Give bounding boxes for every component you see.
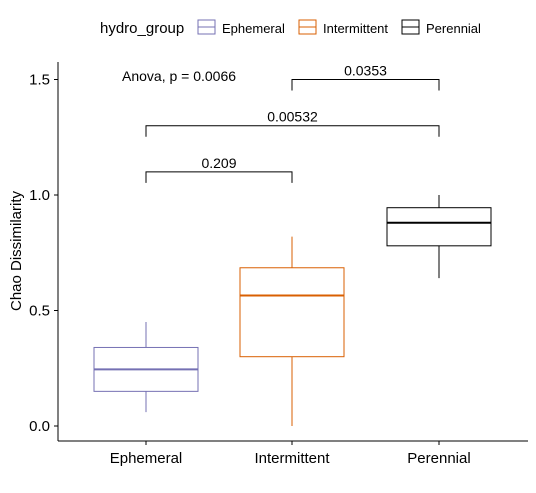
anova-label: Anova, p = 0.0066 xyxy=(122,68,236,84)
legend-item-perennial: Perennial xyxy=(401,19,481,36)
comparison-bracket xyxy=(145,171,293,183)
legend-label: Ephemeral xyxy=(222,21,285,36)
legend-item-intermittent: Intermittent xyxy=(298,19,388,36)
box-ephemeral xyxy=(93,322,199,413)
box-iqr xyxy=(386,207,492,247)
legend-label: Intermittent xyxy=(323,21,388,36)
comparison-bracket xyxy=(291,79,440,91)
comparison-ephemeral-perennial: 0.00532 xyxy=(145,109,440,137)
box-iqr xyxy=(239,267,345,358)
comparison-p-value: 0.209 xyxy=(201,155,236,171)
box-perennial xyxy=(386,195,492,279)
x-tick-label-intermittent: Intermittent xyxy=(254,450,330,467)
comparison-p-value: 0.0353 xyxy=(344,63,387,79)
x-tick-label-ephemeral: Ephemeral xyxy=(110,450,183,467)
y-tick-label: 0.5 xyxy=(29,303,50,320)
y-tick-label: 0.0 xyxy=(29,418,50,435)
legend-item-ephemeral: Ephemeral xyxy=(197,19,285,36)
x-ticks: Ephemeral Intermittent Perennial xyxy=(110,441,471,467)
boxes xyxy=(93,195,492,426)
legend: hydro_group Ephemeral Intermittent Perenni… xyxy=(100,19,481,37)
legend-label: Perennial xyxy=(426,21,481,36)
x-tick-label-perennial: Perennial xyxy=(407,450,470,467)
y-ticks: 0.0 0.5 1.0 1.5 xyxy=(29,72,58,435)
y-axis-title: Chao Dissimilarity xyxy=(8,190,25,311)
comparison-intermittent-perennial: 0.0353 xyxy=(291,63,440,91)
y-tick-label: 1.0 xyxy=(29,187,50,204)
legend-title: hydro_group xyxy=(100,20,184,37)
comparison-ephemeral-intermittent: 0.209 xyxy=(145,155,293,183)
comparison-bracket xyxy=(145,125,440,137)
y-tick-label: 1.5 xyxy=(29,72,50,89)
comparisons: 0.209 0.00532 0.0353 xyxy=(145,63,440,183)
box-intermittent xyxy=(239,236,345,426)
comparison-p-value: 0.00532 xyxy=(267,109,318,125)
